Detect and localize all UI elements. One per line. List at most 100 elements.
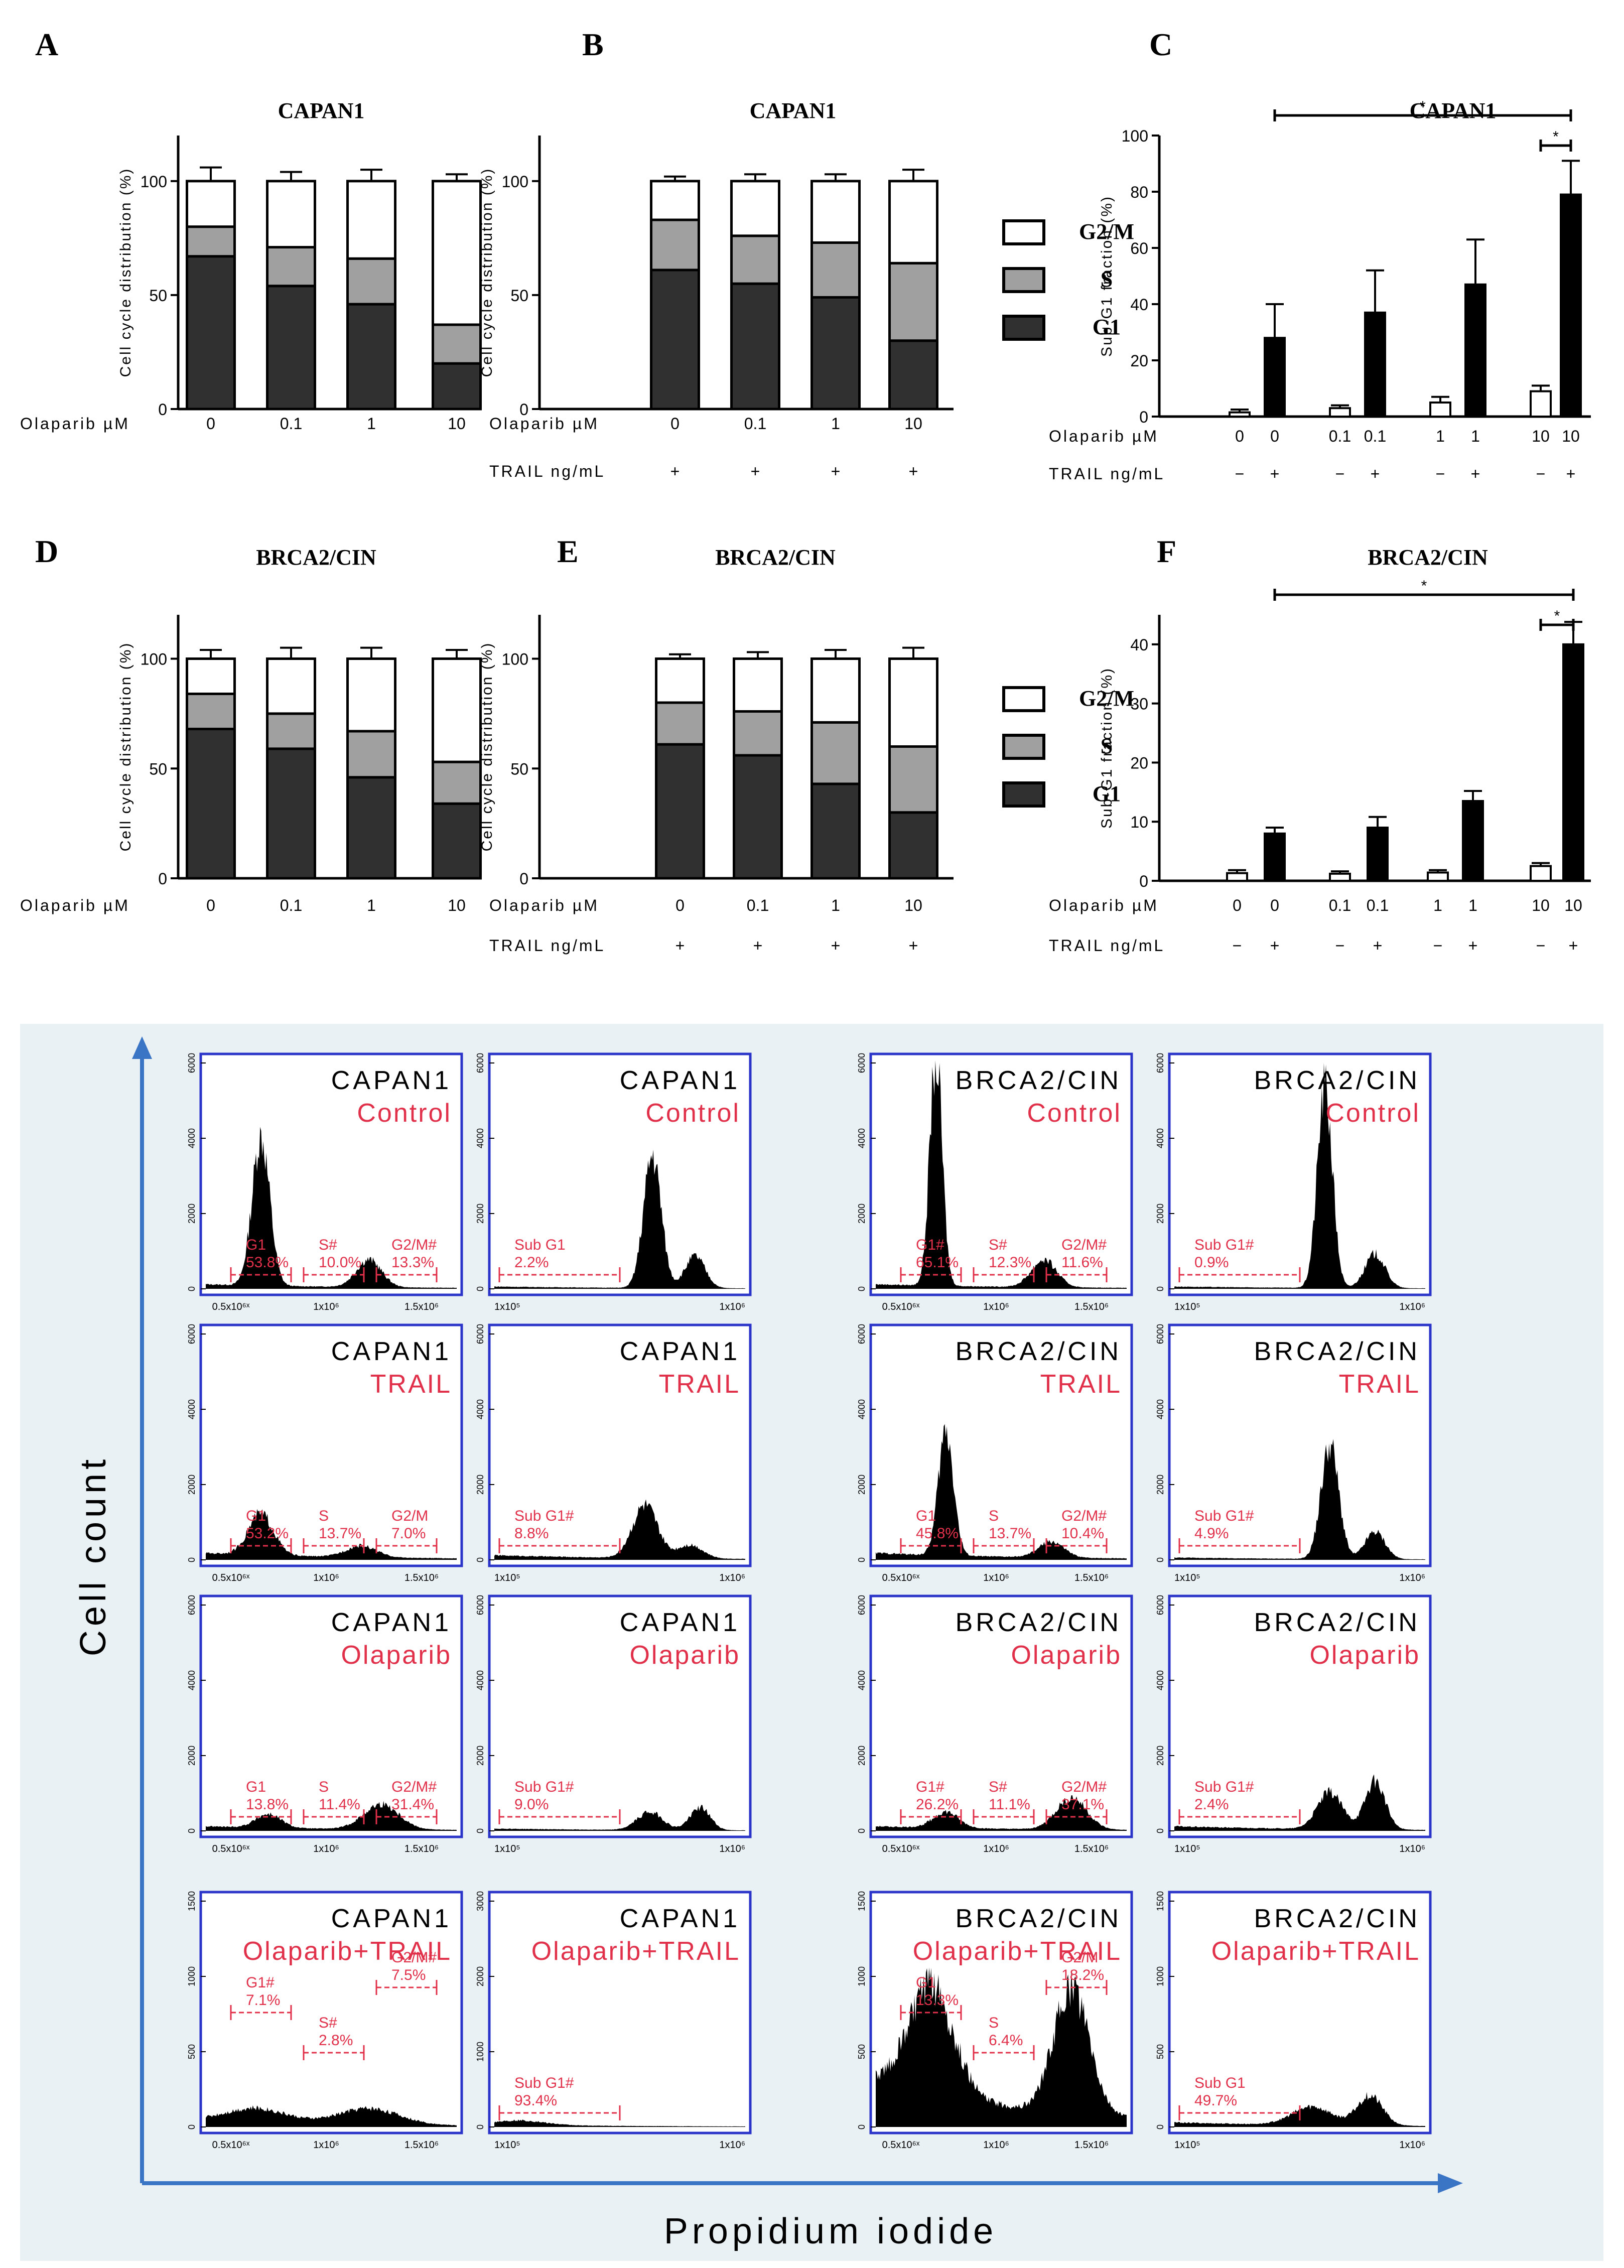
y-tick-label: 0 [1139,408,1148,426]
hist-x-tick-label: 1.5x10⁶ [1074,1843,1109,1854]
bar-g1 [888,339,938,411]
hist-y-tick-label: 6000 [1155,1324,1165,1344]
gate-label: G1# [916,1779,944,1795]
bar-s [186,225,236,258]
panel-letter-E: E [557,533,579,569]
gate-label: G1 [246,1779,266,1795]
category-label: − [1335,937,1345,955]
hist-y-tick-label: 0 [475,1828,485,1833]
bar [1530,390,1552,418]
hist-x-tick-label: 1x10⁶ [983,1843,1009,1854]
x-arrow-head [1438,2173,1463,2193]
histogram-panel: 0 2000 4000 6000 0.5x10⁶ˣ 1x10⁶ 1.5x10⁶ CAPAN1 C… [187,1052,463,1312]
row-label: Olaparib µM [1049,427,1159,445]
hist-y-tick-label: 0 [857,2124,867,2129]
bar-g2m [266,657,316,715]
y-tick-label: 0 [158,870,167,888]
hist-x-tick-label: 1x10⁶ [1399,1843,1425,1854]
category-label: − [1433,937,1443,955]
hist-x-tick-label: 1x10⁶ [719,1301,745,1312]
bar-g1 [888,811,938,880]
bar-g2m [733,657,783,713]
y-tick-label: 50 [510,287,528,305]
hist-y-tick-label: 1000 [187,1966,197,1986]
gate-value: 2.2% [514,1254,549,1271]
hist-y-tick-label: 6000 [187,1053,197,1073]
bar-s [730,234,780,285]
row-label: Olaparib µM [1049,896,1159,914]
cell-line-label: CAPAN1 [620,1904,740,1933]
hist-y-tick-label: 2000 [187,1204,197,1224]
hist-y-tick-label: 2000 [1155,1204,1165,1224]
hist-y-tick-label: 4000 [857,1399,867,1419]
bar-g1 [810,782,861,880]
condition-label: Control [357,1099,452,1128]
category-label: 10 [1532,427,1550,445]
hist-x-tick-label: 1.5x10⁶ [404,1843,439,1854]
histogram-curve [876,1060,1127,1289]
category-label: + [1468,937,1478,955]
histogram-frame [488,1891,752,2134]
hist-y-tick-label: 500 [187,2044,197,2059]
legend-label: S [1101,734,1113,758]
bar [1560,193,1582,418]
hist-y-tick-label: 2000 [857,1204,867,1224]
bar-s [650,218,700,272]
hist-y-tick-label: 4000 [1155,1399,1165,1419]
gate-value: 8.8% [514,1525,549,1542]
hist-y-tick-label: 2000 [475,1746,485,1766]
histogram-curve [876,1424,1127,1560]
hist-y-tick-label: 2000 [857,1746,867,1766]
condition-label: Control [645,1099,740,1128]
gate-label: G2/M [391,1508,428,1524]
bar [1264,832,1286,882]
hist-x-tick-label: 1.5x10⁶ [404,1572,439,1583]
cell-line-label: BRCA2/CIN [956,1337,1122,1366]
category-label: + [1270,937,1280,955]
y-tick-label: 100 [141,173,167,191]
gate-value: 31.4% [391,1796,434,1813]
bar [1264,337,1286,418]
hist-x-tick-label: 1x10⁵ [1174,1572,1200,1583]
y-tick-label: 10 [1130,813,1148,831]
hist-x-tick-label: 1x10⁶ [719,1572,745,1583]
hist-y-tick-label: 0 [475,2124,485,2129]
hist-x-tick-label: 0.5x10⁶ˣ [212,1572,250,1583]
category-label: − [1235,465,1245,483]
bar-g1 [810,296,861,411]
histogram-panel: 0 2000 4000 6000 0.5x10⁶ˣ 1x10⁶ 1.5x10⁶ BRCA2/C… [857,1323,1133,1583]
condition-label: Control [1027,1099,1122,1128]
gate-label: G2/M# [1061,1237,1107,1253]
y-tick-label: 40 [1130,636,1148,654]
bar-g1 [346,303,396,411]
hist-y-tick-label: 2000 [1155,1475,1165,1495]
gate-label: S# [319,2015,337,2031]
bar [1562,643,1584,882]
bar-g1 [730,282,780,411]
gate-label: G2/M# [391,1779,437,1795]
legend-swatch-g2m [1002,219,1045,245]
hist-y-tick-label: 2000 [475,1475,485,1495]
gate-value: 7.0% [391,1525,426,1542]
condition-label: TRAIL [1040,1370,1122,1399]
gate-label: Sub G1# [514,1779,574,1795]
gate-label: S [989,1508,999,1524]
y-tick-label: 50 [149,287,167,305]
histogram-frame [199,1323,463,1567]
hist-x-tick-label: 0.5x10⁶ˣ [882,1301,920,1312]
y-axis-label: Sub-G1 fraction (%) [1099,195,1115,357]
histogram-panel: 0 2000 4000 6000 1x10⁵ 1x10⁶ BRCA2/CIN TRAIL Sub… [1155,1323,1432,1583]
cell-line-label: CAPAN1 [620,1066,740,1095]
histogram-curve [494,1805,745,1831]
panel-letter-D: D [35,533,58,569]
y-axis-label: Cell cycle distribution (%) [117,168,134,377]
gate-label: G1# [916,1237,944,1253]
row-label: TRAIL ng/mL [489,462,605,480]
histogram-frame [869,1052,1133,1296]
y-axis-label: Sub-G1 fraction (%) [1099,667,1115,829]
hist-y-tick-label: 1500 [1155,1891,1165,1911]
cell-line-label: BRCA2/CIN [1254,1337,1420,1366]
